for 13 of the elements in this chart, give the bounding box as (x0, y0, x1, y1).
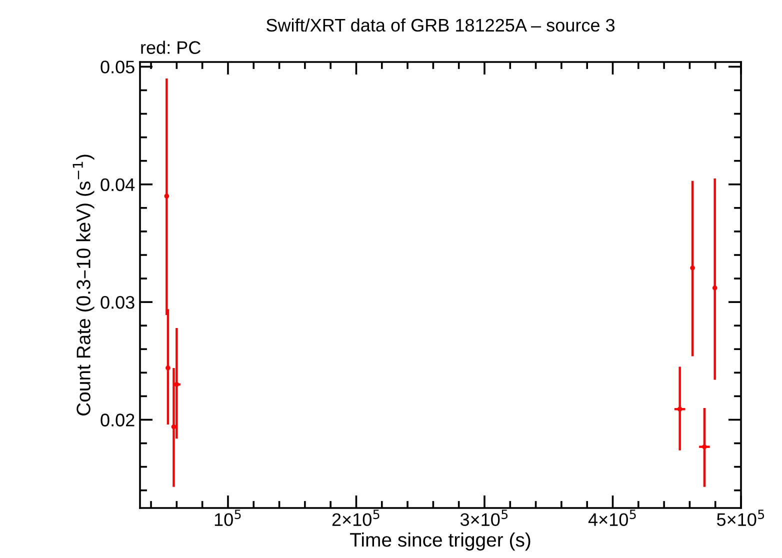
y-tick-label: 0.03 (100, 296, 134, 309)
x-tick-label: 2×10$^{5}$ (332, 510, 380, 526)
x-tick-label: 3×10$^{5}$ (460, 510, 508, 526)
x-axis-title: Time since trigger (s) (350, 532, 530, 551)
y-tick-label: 0.02 (100, 414, 134, 426)
y-axis-title: Count Rate (0.3–10 keV) (s$^{−1}$) (72, 154, 94, 416)
chart-subtitle: red: PC (141, 40, 201, 54)
x-tick-label: 5×10$^{5}$ (716, 510, 764, 526)
x-tick-label: 4×10$^{5}$ (588, 510, 636, 526)
y-tick-label: 0.04 (100, 178, 135, 192)
x-tick-label: 10$^{5}$ (214, 510, 241, 526)
y-tick-label: 0.05 (100, 60, 134, 74)
chart-title: Swift/XRT data of GRB 181225A – source 3 (266, 18, 615, 32)
